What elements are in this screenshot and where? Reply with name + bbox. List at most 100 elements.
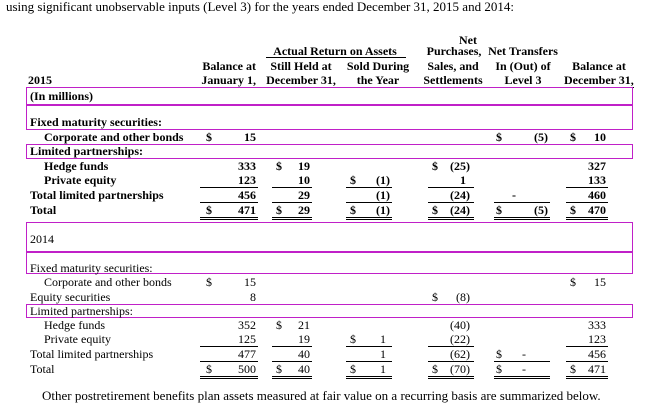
cell-bal-jan: 333: [238, 159, 256, 173]
header-net: Net: [459, 33, 477, 47]
header-the-year: the Year: [356, 73, 400, 87]
currency-symbol: $: [350, 332, 356, 346]
cell-sold: (1): [376, 188, 390, 202]
cell-bal-jan: 500: [238, 362, 256, 376]
subtotal-rule: [566, 346, 608, 347]
cell-purchases: (62): [450, 347, 470, 361]
currency-symbol: $: [496, 203, 502, 217]
cell-sold: 1: [380, 347, 386, 361]
total-double-rule: [428, 217, 474, 220]
cell-bal-dec: 123: [588, 332, 606, 346]
subtotal-rule: [566, 361, 608, 362]
row-label-total: Total: [30, 362, 55, 376]
cell-bal-dec: 456: [588, 347, 606, 361]
row-label-corporate-bonds: Corporate and other bonds: [44, 130, 184, 144]
subtotal-rule: [346, 361, 392, 362]
subtotal-rule: [346, 202, 392, 203]
subtotal-rule: [272, 346, 312, 347]
cell-still-held: 40: [298, 347, 310, 361]
header-settlements: Settlements: [423, 73, 483, 87]
currency-symbol: $: [570, 275, 576, 289]
row-label-limited-partnerships: Limited partnerships:: [30, 304, 133, 318]
currency-symbol: $: [276, 203, 282, 217]
year-2015: 2015: [28, 73, 52, 87]
cell-sold: 1: [380, 332, 386, 346]
total-double-rule: [200, 217, 258, 220]
subtotal-rule: [200, 202, 258, 203]
cell-purchases: (25): [450, 159, 470, 173]
currency-symbol: $: [206, 275, 212, 289]
header-in-out: In (Out) of: [495, 59, 551, 73]
cell-bal-dec: 15: [594, 275, 606, 289]
cell-still-held: 10: [298, 173, 310, 187]
cell-transfers: -: [522, 347, 526, 361]
cell-bal-jan: 8: [250, 290, 256, 304]
row-label-total-lp: Total limited partnerships: [30, 188, 164, 202]
cell-transfers: -: [522, 362, 526, 376]
currency-symbol: $: [350, 203, 356, 217]
highlight-box: [26, 222, 633, 252]
cell-bal-jan: 477: [238, 347, 256, 361]
row-label-private-equity: Private equity: [44, 332, 111, 346]
currency-symbol: $: [432, 159, 438, 173]
highlight-box: [26, 87, 633, 105]
cell-bal-dec: 133: [588, 173, 606, 187]
subtotal-rule: [346, 346, 392, 347]
header-net-transfers: Net Transfers: [488, 44, 558, 58]
cell-transfers: -: [512, 188, 516, 202]
row-label-total: Total: [30, 203, 57, 217]
subtotal-rule: [272, 361, 312, 362]
currency-symbol: $: [206, 203, 212, 217]
total-double-rule: [272, 217, 312, 220]
cell-bal-dec: 327: [588, 159, 606, 173]
cell-bal-jan: 125: [238, 332, 256, 346]
header-sold-during: Sold During: [346, 59, 410, 73]
header-still-held: Still Held at: [270, 59, 332, 73]
total-double-rule: [428, 376, 474, 379]
currency-symbol: $: [496, 362, 502, 376]
cell-bal-jan: 123: [238, 173, 256, 187]
cell-still-held: 21: [298, 318, 310, 332]
year-2014: 2014: [30, 232, 54, 246]
currency-symbol: $: [496, 347, 502, 361]
cell-bal-jan: 352: [238, 318, 256, 332]
header-bal-jan: Balance at: [202, 59, 256, 73]
currency-symbol: $: [276, 318, 282, 332]
cell-purchases: (22): [450, 332, 470, 346]
subtotal-rule: [346, 187, 392, 188]
total-double-rule: [566, 217, 608, 220]
currency-symbol: $: [432, 203, 438, 217]
cell-bal-dec: 333: [588, 318, 606, 332]
cell-purchases: (40): [450, 318, 470, 332]
row-label-fixed-maturity: Fixed maturity securities:: [30, 115, 162, 129]
row-label-hedge-funds: Hedge funds: [44, 159, 109, 173]
currency-symbol: $: [276, 362, 282, 376]
cell-transfers: (5): [534, 203, 548, 217]
cell-purchases: (24): [450, 203, 470, 217]
header-bal-jan-date: January 1,: [201, 73, 256, 87]
row-label-limited-partnerships: Limited partnerships:: [30, 144, 144, 158]
cell-sold: (1): [376, 203, 390, 217]
currency-symbol: $: [350, 362, 356, 376]
currency-symbol: $: [276, 159, 282, 173]
row-label-hedge-funds: Hedge funds: [44, 318, 105, 332]
subtotal-rule: [200, 187, 258, 188]
cell-still-held: 19: [298, 332, 310, 346]
cell-sold: 1: [380, 362, 386, 376]
header-bal-dec-date: December 31,: [564, 73, 634, 87]
currency-symbol: $: [496, 130, 502, 144]
header-still-held-date: December 31,: [266, 73, 336, 87]
footer-text: Other postretirement benefits plan asset…: [42, 388, 601, 403]
row-label-equity-securities: Equity securities: [30, 290, 111, 304]
row-label-fixed-maturity: Fixed maturity securities:: [30, 261, 153, 275]
cell-bal-jan: 15: [244, 130, 256, 144]
units-label: (In millions): [30, 89, 94, 103]
subtotal-rule: [428, 187, 474, 188]
intro-text: using significant unobservable inputs (L…: [6, 0, 514, 14]
subtotal-rule: [428, 361, 474, 362]
subtotal-rule: [428, 346, 474, 347]
total-double-rule: [272, 376, 312, 379]
currency-symbol: $: [350, 173, 356, 187]
cell-purchases: 1: [460, 173, 466, 187]
currency-symbol: $: [206, 130, 212, 144]
